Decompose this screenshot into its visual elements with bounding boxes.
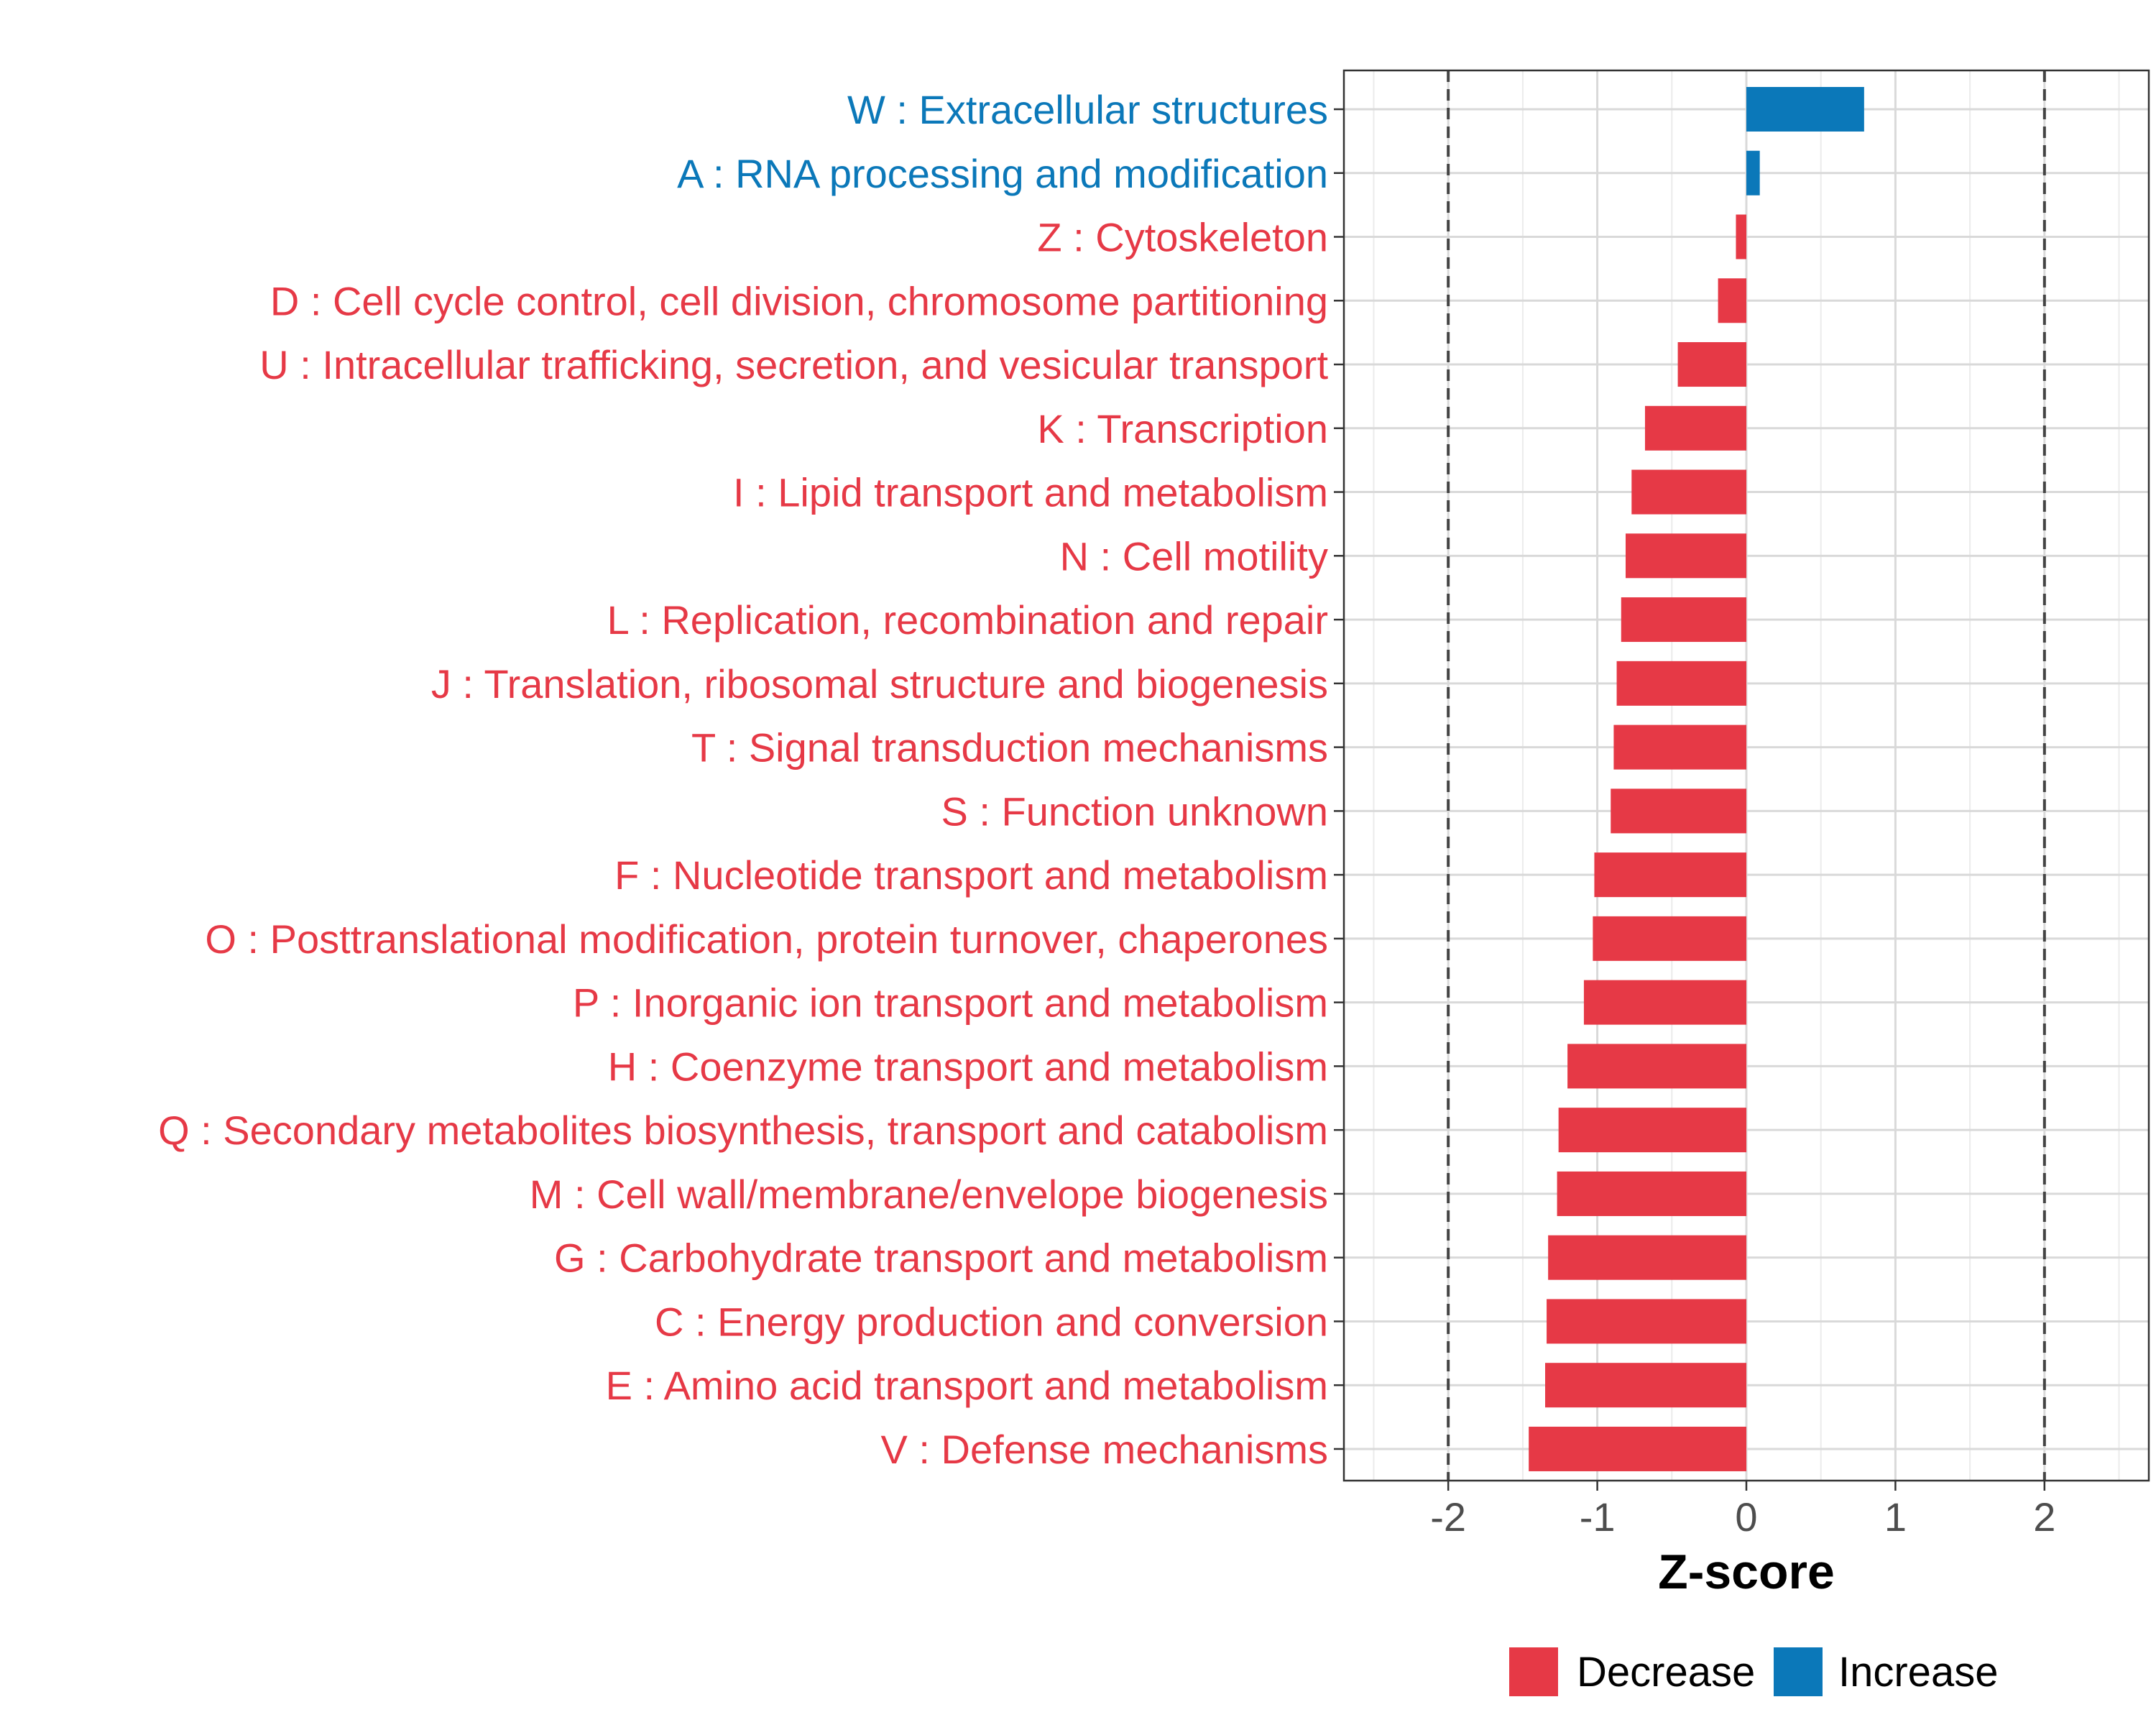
bar: [1626, 533, 1746, 579]
bar: [1631, 469, 1746, 515]
bar: [1594, 852, 1746, 898]
bars: [1529, 87, 1864, 1471]
category-label: J : Translation, ribosomal structure and…: [431, 661, 1328, 707]
category-label: C : Energy production and conversion: [655, 1299, 1328, 1344]
y-axis-ticks: W : Extracellular structures A : RNA proc…: [158, 87, 1344, 1472]
x-tick-label: -1: [1580, 1494, 1616, 1540]
bar: [1613, 724, 1746, 770]
legend-label: Increase: [1838, 1649, 1998, 1696]
category-label: O : Posttranslational modification, prot…: [205, 916, 1328, 962]
category-label: Z : Cytoskeleton: [1037, 215, 1328, 260]
category-label: P : Inorganic ion transport and metaboli…: [573, 980, 1328, 1026]
category-label: H : Coenzyme transport and metabolism: [608, 1044, 1328, 1089]
category-label: Q : Secondary metabolites biosynthesis, …: [158, 1108, 1328, 1153]
bar: [1736, 214, 1746, 259]
category-label: E : Amino acid transport and metabolism: [606, 1363, 1328, 1408]
bar: [1545, 1363, 1746, 1408]
category-label: S : Function unknown: [941, 788, 1328, 834]
x-tick-label: 0: [1735, 1494, 1757, 1540]
bar: [1547, 1299, 1746, 1344]
bar: [1621, 597, 1746, 643]
category-label: D : Cell cycle control, cell division, c…: [270, 278, 1328, 323]
category-label: N : Cell motility: [1060, 533, 1328, 579]
bar: [1746, 87, 1864, 132]
bar: [1611, 788, 1746, 834]
bar: [1557, 1171, 1746, 1216]
bar: [1644, 405, 1746, 451]
bar: [1746, 150, 1760, 196]
x-tick-label: 1: [1884, 1494, 1907, 1540]
legend: Decrease Increase: [1509, 1647, 1998, 1696]
bar: [1548, 1235, 1746, 1280]
bar: [1718, 278, 1746, 323]
category-label: A : RNA processing and modification: [677, 151, 1328, 196]
legend-swatch: [1509, 1647, 1558, 1696]
category-label: M : Cell wall/membrane/envelope biogenes…: [530, 1172, 1328, 1217]
category-label: K : Transcription: [1037, 406, 1328, 451]
category-label: T : Signal transduction mechanisms: [691, 725, 1328, 770]
bar: [1529, 1426, 1746, 1471]
bar: [1593, 916, 1746, 961]
reference-lines: [1447, 70, 2046, 1481]
x-tick-label: -2: [1430, 1494, 1466, 1540]
category-label: U : Intracellular trafficking, secretion…: [259, 342, 1328, 387]
category-label: G : Carbohydrate transport and metabolis…: [554, 1236, 1328, 1281]
category-label: V : Defense mechanisms: [881, 1427, 1328, 1472]
legend-label: Decrease: [1577, 1649, 1755, 1696]
x-axis-ticks: -2 -1 0 1 2: [1430, 1481, 2055, 1540]
legend-swatch: [1774, 1647, 1823, 1696]
category-label: W : Extracellular structures: [847, 87, 1328, 132]
category-label: I : Lipid transport and metabolism: [733, 470, 1328, 515]
x-axis-title: Z-score: [1658, 1545, 1835, 1599]
bar: [1583, 980, 1746, 1025]
bar: [1616, 661, 1746, 706]
bar: [1558, 1108, 1746, 1153]
category-label: F : Nucleotide transport and metabolism: [614, 852, 1328, 898]
category-label: L : Replication, recombination and repai…: [607, 597, 1328, 643]
x-tick-label: 2: [2033, 1494, 2055, 1540]
bar: [1677, 342, 1746, 387]
bar: [1567, 1044, 1746, 1089]
